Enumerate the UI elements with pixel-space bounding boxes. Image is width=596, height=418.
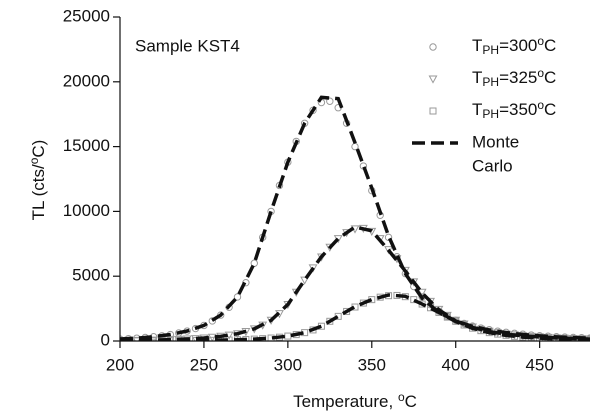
y-axis-label-part: TL (cts/ (29, 164, 48, 220)
legend-label-part: C (544, 100, 556, 119)
x-tick-label: 400 (442, 355, 470, 374)
y-tick-label: 0 (101, 330, 110, 349)
x-tick-label: 350 (358, 355, 386, 374)
legend-label-part: o (537, 34, 544, 48)
data-point (208, 317, 217, 325)
x-tick-label: 450 (525, 355, 553, 374)
data-point (300, 276, 310, 285)
data-point (410, 296, 418, 304)
y-axis-label-part: o (27, 157, 41, 164)
legend-label-part: o (537, 66, 544, 80)
x-axis-label: Temperature, oC (293, 390, 417, 412)
legend-label: Monte (472, 132, 519, 151)
data-point (326, 97, 334, 105)
x-axis-label-part: Temperature, (293, 392, 398, 411)
legend-label: TPH=325oC (472, 66, 556, 89)
legend-label-part: T (472, 36, 482, 55)
y-tick-label: 20000 (63, 71, 110, 90)
fit-curve (120, 95, 590, 341)
legend-marker (428, 75, 438, 84)
data-point (284, 332, 292, 340)
y-tick-label: 25000 (63, 6, 110, 25)
legend-label-part: =325 (499, 68, 537, 87)
x-tick-label: 250 (190, 355, 218, 374)
y-tick-label: 5000 (72, 266, 110, 285)
x-axis-label-part: C (405, 392, 417, 411)
legend-label-part: T (472, 68, 482, 87)
legend-label-part: C (544, 68, 556, 87)
y-axis-label-part: C) (29, 140, 48, 158)
data-point (351, 142, 359, 151)
legend-label: TPH=350oC (472, 98, 556, 121)
legend-label-part: o (537, 98, 544, 112)
x-axis-label-part: o (398, 390, 405, 404)
legend-label-part: T (472, 100, 482, 119)
annotation: Sample KST4 (135, 36, 240, 55)
data-point (384, 233, 393, 242)
data-point (233, 293, 242, 301)
legend-label-part: C (544, 36, 556, 55)
y-tick-label: 15000 (63, 136, 110, 155)
legend-label-part: PH (482, 75, 499, 89)
legend-label: TPH=300oC (472, 34, 556, 57)
legend-label-part: PH (482, 43, 499, 57)
x-tick-label: 300 (274, 355, 302, 374)
legend-marker (429, 107, 437, 115)
legend-marker (429, 43, 437, 51)
legend-label-part: PH (482, 107, 499, 121)
fit-curve (120, 225, 590, 341)
y-axis-label: TL (cts/oC) (27, 140, 49, 221)
legend-label-part: =350 (499, 100, 537, 119)
legend-label: Carlo (472, 156, 513, 175)
x-tick-label: 200 (106, 355, 134, 374)
y-tick-label: 10000 (63, 201, 110, 220)
legend-label-part: =300 (499, 36, 537, 55)
plot-area (120, 95, 590, 341)
